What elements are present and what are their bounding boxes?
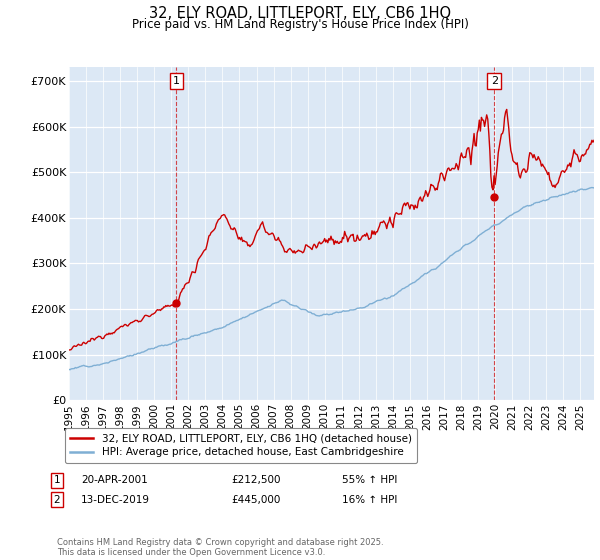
Text: 2: 2 <box>53 494 61 505</box>
Text: 16% ↑ HPI: 16% ↑ HPI <box>342 494 397 505</box>
Text: 1: 1 <box>173 76 180 86</box>
Text: 55% ↑ HPI: 55% ↑ HPI <box>342 475 397 486</box>
Text: 1: 1 <box>53 475 61 486</box>
Text: £445,000: £445,000 <box>231 494 280 505</box>
Text: 20-APR-2001: 20-APR-2001 <box>81 475 148 486</box>
Legend: 32, ELY ROAD, LITTLEPORT, ELY, CB6 1HQ (detached house), HPI: Average price, det: 32, ELY ROAD, LITTLEPORT, ELY, CB6 1HQ (… <box>65 428 417 463</box>
Text: Price paid vs. HM Land Registry's House Price Index (HPI): Price paid vs. HM Land Registry's House … <box>131 18 469 31</box>
Text: 13-DEC-2019: 13-DEC-2019 <box>81 494 150 505</box>
Text: £212,500: £212,500 <box>231 475 281 486</box>
Text: 32, ELY ROAD, LITTLEPORT, ELY, CB6 1HQ: 32, ELY ROAD, LITTLEPORT, ELY, CB6 1HQ <box>149 6 451 21</box>
Text: Contains HM Land Registry data © Crown copyright and database right 2025.
This d: Contains HM Land Registry data © Crown c… <box>57 538 383 557</box>
Text: 2: 2 <box>491 76 498 86</box>
